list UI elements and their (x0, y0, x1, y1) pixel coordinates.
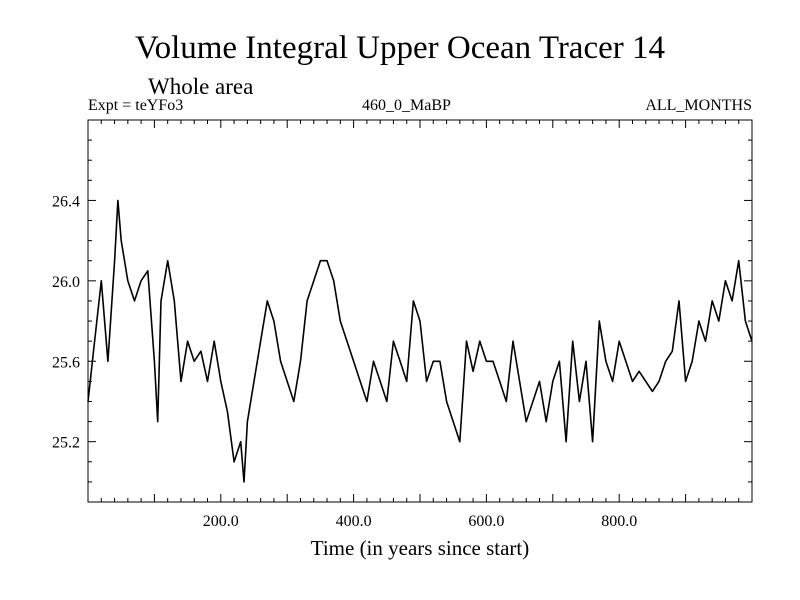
chart-subtitle: Whole area (148, 74, 254, 99)
x-tick-label: 800.0 (601, 513, 637, 530)
y-tick-label: 25.6 (52, 354, 80, 371)
x-tick-label: 600.0 (468, 513, 504, 530)
series-line (87, 199, 753, 483)
x-axis-label: Time (in years since start) (310, 536, 530, 560)
run-label: 460_0_MaBP (362, 97, 451, 114)
y-tick-label: 25.2 (52, 435, 80, 452)
chart-title: Volume Integral Upper Ocean Tracer 14 (135, 30, 665, 66)
period-label: ALL_MONTHS (645, 97, 752, 114)
x-tick-label: 200.0 (203, 513, 239, 530)
x-tick-label: 400.0 (336, 513, 372, 530)
plot-frame (87, 119, 753, 503)
y-tick-label: 26.0 (52, 274, 80, 291)
experiment-label: Expt = teYFo3 (88, 97, 184, 114)
y-tick-label: 26.4 (52, 193, 80, 210)
